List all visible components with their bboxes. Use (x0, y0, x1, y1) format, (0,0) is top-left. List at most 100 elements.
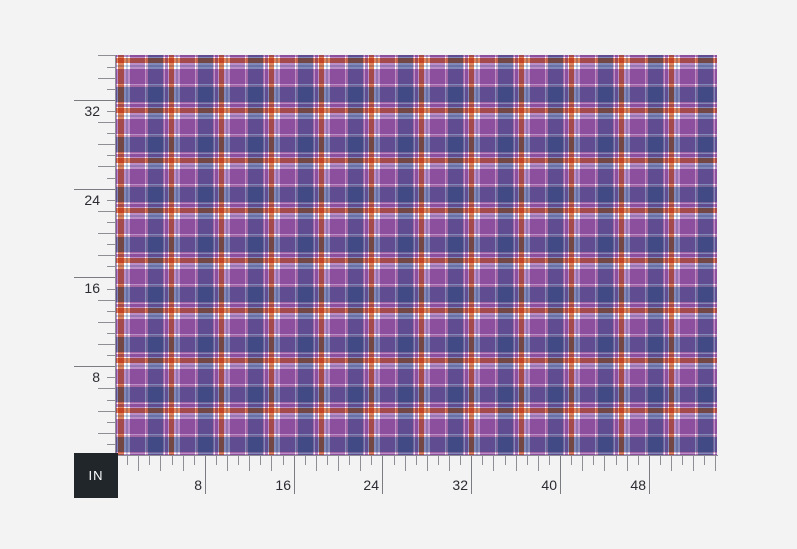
h-ruler-label: 32 (452, 477, 468, 493)
h-ruler-tick (316, 456, 317, 471)
h-ruler-tick (438, 456, 439, 465)
h-ruler-tick (449, 456, 450, 471)
h-ruler-tick (616, 456, 617, 465)
h-ruler-tick (305, 456, 306, 465)
unit-toggle[interactable]: IN (74, 453, 118, 498)
vertical-ruler: 8 16 24 32 (0, 55, 116, 456)
h-ruler-tick (482, 456, 483, 465)
v-ruler-tick (98, 55, 115, 56)
h-ruler-tick (627, 456, 628, 471)
h-ruler-tick (649, 456, 650, 494)
h-ruler-tick (538, 456, 539, 471)
v-ruler-tick (98, 78, 115, 79)
v-ruler-tick (98, 322, 115, 323)
h-ruler-tick (327, 456, 328, 465)
horizontal-ruler: 8 16 24 32 40 48 (116, 455, 718, 505)
h-ruler-tick (516, 456, 517, 471)
v-ruler-tick (107, 111, 115, 112)
v-ruler-tick (107, 133, 115, 134)
h-ruler-label: 24 (363, 477, 379, 493)
h-ruler-tick (271, 456, 272, 471)
h-ruler-tick (505, 456, 506, 465)
v-ruler-tick (107, 333, 115, 334)
v-ruler-tick (107, 155, 115, 156)
h-ruler-tick (682, 456, 683, 465)
v-ruler-tick (98, 144, 115, 145)
h-ruler-tick (493, 456, 494, 471)
v-ruler-tick (107, 222, 115, 223)
v-ruler-tick (107, 444, 115, 445)
h-ruler-tick (471, 456, 472, 494)
h-ruler-tick (549, 456, 550, 465)
v-ruler-tick (74, 100, 115, 101)
v-ruler-tick (74, 277, 115, 278)
v-ruler-label: 24 (84, 192, 100, 208)
v-ruler-tick (98, 388, 115, 389)
h-ruler-tick (138, 456, 139, 471)
v-ruler-tick (107, 355, 115, 356)
h-ruler-tick (160, 456, 161, 471)
h-ruler-tick (715, 456, 716, 471)
v-ruler-tick (107, 67, 115, 68)
h-ruler-tick (460, 456, 461, 465)
h-ruler-tick (238, 456, 239, 465)
v-ruler-label: 16 (84, 280, 100, 296)
h-ruler-tick (183, 456, 184, 471)
v-ruler-tick (107, 422, 115, 423)
h-ruler-tick (172, 456, 173, 465)
v-ruler-tick (98, 433, 115, 434)
v-ruler-tick (107, 400, 115, 401)
h-ruler-label: 16 (275, 477, 291, 493)
h-ruler-tick (604, 456, 605, 471)
h-ruler-tick (394, 456, 395, 465)
v-ruler-tick (98, 411, 115, 412)
unit-label: IN (88, 468, 104, 483)
h-ruler-tick (127, 456, 128, 465)
h-ruler-tick (582, 456, 583, 471)
v-ruler-tick (107, 289, 115, 290)
vertical-ruler-baseline (115, 55, 116, 456)
v-ruler-tick (107, 311, 115, 312)
h-ruler-label: 40 (541, 477, 557, 493)
v-ruler-tick (107, 266, 115, 267)
v-ruler-tick (107, 178, 115, 179)
h-ruler-label: 8 (194, 477, 202, 493)
v-ruler-tick (98, 122, 115, 123)
v-ruler-tick (98, 300, 115, 301)
h-ruler-tick (283, 456, 284, 465)
v-ruler-tick (98, 344, 115, 345)
h-ruler-tick (560, 456, 561, 494)
h-ruler-tick (249, 456, 250, 471)
v-ruler-tick (107, 377, 115, 378)
h-ruler-tick (294, 456, 295, 494)
v-ruler-label: 32 (84, 103, 100, 119)
v-ruler-label: 8 (92, 369, 100, 385)
h-ruler-tick (593, 456, 594, 465)
h-ruler-tick (149, 456, 150, 465)
v-ruler-tick (98, 233, 115, 234)
h-ruler-tick (671, 456, 672, 471)
h-ruler-tick (382, 456, 383, 494)
v-ruler-tick (98, 166, 115, 167)
h-ruler-tick (638, 456, 639, 465)
v-ruler-tick (74, 189, 115, 190)
v-ruler-tick (107, 89, 115, 90)
h-ruler-tick (427, 456, 428, 471)
h-ruler-tick (338, 456, 339, 471)
v-ruler-tick (98, 211, 115, 212)
h-ruler-tick (416, 456, 417, 465)
h-ruler-tick (216, 456, 217, 465)
h-ruler-tick (405, 456, 406, 471)
horizontal-ruler-baseline (116, 455, 718, 456)
fabric-swatch[interactable] (116, 55, 717, 455)
h-ruler-tick (194, 456, 195, 465)
h-ruler-tick (660, 456, 661, 465)
h-ruler-tick (571, 456, 572, 465)
h-ruler-tick (205, 456, 206, 494)
h-ruler-tick (260, 456, 261, 465)
h-ruler-tick (360, 456, 361, 471)
h-ruler-label: 48 (630, 477, 646, 493)
v-ruler-tick (74, 366, 115, 367)
v-ruler-tick (107, 200, 115, 201)
